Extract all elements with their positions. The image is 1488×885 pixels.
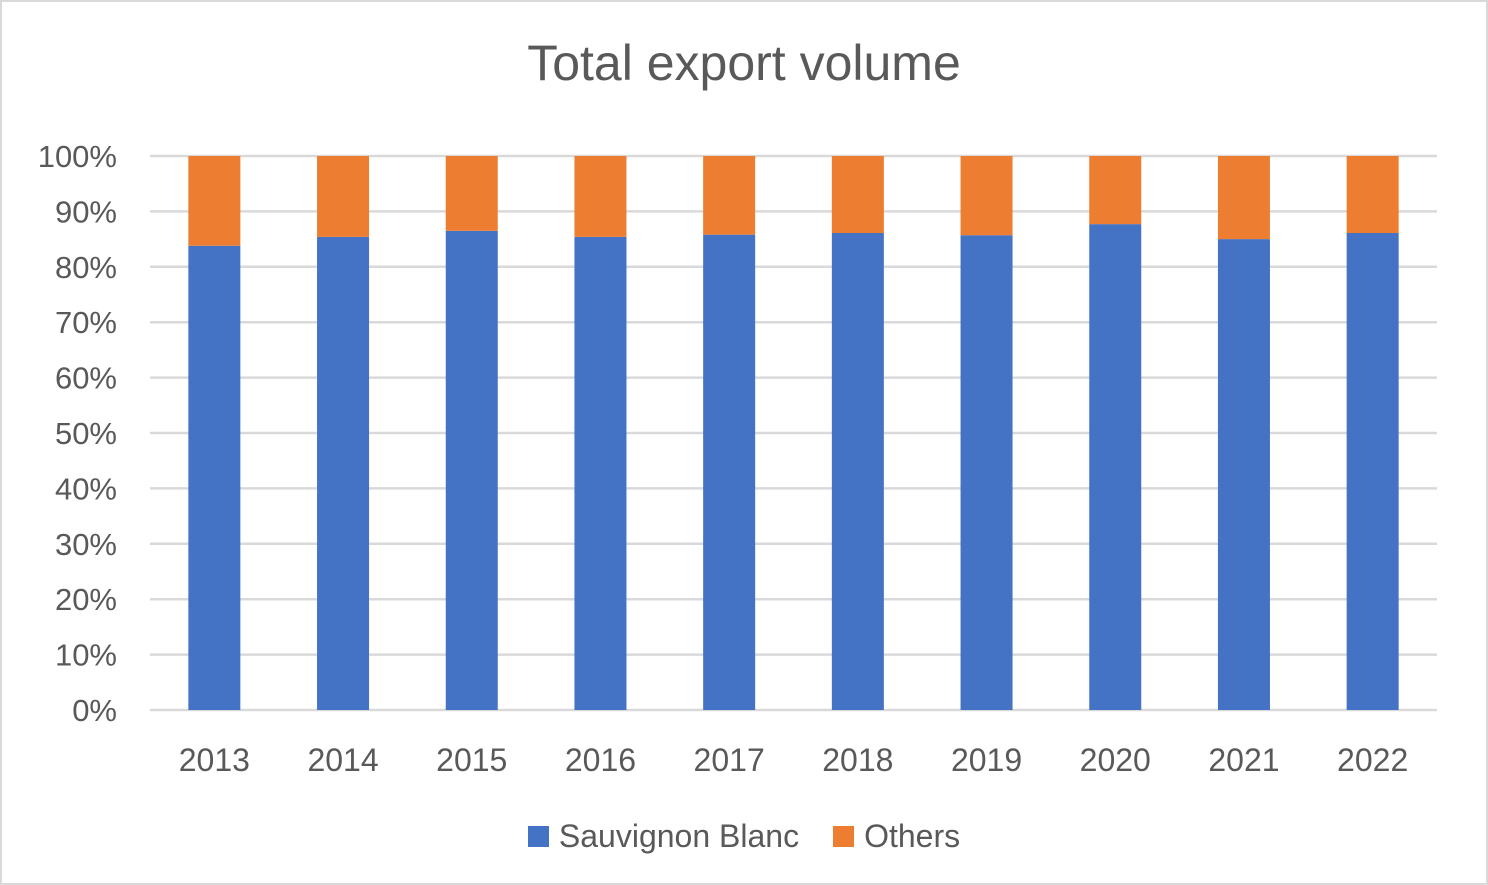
y-tick-label: 30% <box>55 527 117 562</box>
bar-others-2022[interactable] <box>1346 156 1399 234</box>
legend-item-others[interactable]: Others <box>833 818 960 855</box>
bar-sauvignon-blanc-2014[interactable] <box>317 236 370 710</box>
x-tick-label: 2022 <box>1337 742 1408 778</box>
legend-swatch-others <box>833 826 855 847</box>
y-tick-label: 60% <box>55 361 117 396</box>
y-tick-label: 10% <box>55 638 117 673</box>
bar-others-2013[interactable] <box>188 156 241 246</box>
y-tick-label: 90% <box>55 194 117 229</box>
bar-sauvignon-blanc-2020[interactable] <box>1089 224 1142 710</box>
bar-others-2016[interactable] <box>574 156 627 237</box>
legend: Sauvignon Blanc Others <box>0 818 1488 855</box>
chart-title: Total export volume <box>527 35 961 91</box>
x-tick-label: 2013 <box>179 742 250 778</box>
legend-label-others: Others <box>864 818 961 854</box>
bar-sauvignon-blanc-2015[interactable] <box>445 230 498 711</box>
legend-swatch-sauvignon-blanc <box>527 826 549 847</box>
x-tick-label: 2020 <box>1080 742 1151 778</box>
x-tick-label: 2017 <box>694 742 765 778</box>
bar-others-2020[interactable] <box>1089 156 1142 225</box>
bar-sauvignon-blanc-2019[interactable] <box>960 235 1013 711</box>
x-tick-label: 2015 <box>436 742 507 778</box>
x-tick-label: 2018 <box>822 742 893 778</box>
y-axis-tick-labels: 0% 10% 20% 30% 40% 50% 60% 70% 80% 90% 100% <box>38 139 117 728</box>
bar-others-2021[interactable] <box>1217 156 1270 240</box>
bar-others-2014[interactable] <box>317 156 370 237</box>
y-tick-label: 40% <box>55 471 117 506</box>
bar-sauvignon-blanc-2016[interactable] <box>574 236 627 710</box>
bar-others-2017[interactable] <box>703 156 756 235</box>
bar-others-2019[interactable] <box>960 156 1013 236</box>
x-tick-label: 2019 <box>951 742 1022 778</box>
x-tick-label: 2016 <box>565 742 636 778</box>
y-tick-label: 20% <box>55 582 117 617</box>
bar-sauvignon-blanc-2017[interactable] <box>703 234 756 710</box>
y-tick-label: 80% <box>55 250 117 285</box>
x-tick-label: 2014 <box>307 742 378 778</box>
bar-sauvignon-blanc-2022[interactable] <box>1346 233 1399 711</box>
y-tick-label: 50% <box>55 416 117 451</box>
bar-others-2015[interactable] <box>445 156 498 231</box>
bar-sauvignon-blanc-2018[interactable] <box>831 233 884 711</box>
bar-sauvignon-blanc-2021[interactable] <box>1217 239 1270 710</box>
x-axis-tick-labels: 2013 2014 2015 2016 2017 2018 2019 2020 2021 2022 <box>179 742 1408 778</box>
bar-others-2018[interactable] <box>831 156 884 234</box>
legend-label-sauvignon-blanc: Sauvignon Blanc <box>558 818 800 854</box>
legend-item-sauvignon-blanc[interactable]: Sauvignon Blanc <box>527 818 800 855</box>
y-tick-label: 70% <box>55 305 117 340</box>
x-tick-label: 2021 <box>1208 742 1279 778</box>
bar-sauvignon-blanc-2013[interactable] <box>188 245 241 711</box>
bar-series <box>188 156 1399 711</box>
y-tick-label: 100% <box>38 139 117 174</box>
y-tick-label: 0% <box>72 693 117 728</box>
